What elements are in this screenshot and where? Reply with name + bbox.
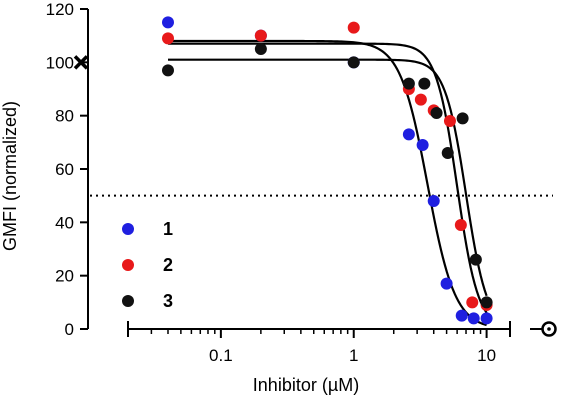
x-axis: 0.1 1 10 — [127, 321, 557, 365]
legend-label-3: 3 — [163, 291, 173, 311]
x-axis-title: Inhibitor (µM) — [253, 375, 359, 395]
legend-marker-3 — [122, 295, 134, 307]
data-point-series-1 — [161, 16, 174, 29]
y-tick-label: 60 — [55, 160, 74, 179]
fit-curve-series-3 — [168, 58, 488, 297]
data-point-series-3 — [430, 107, 443, 119]
data-point-series-3 — [441, 147, 454, 159]
data-points — [161, 16, 493, 325]
data-point-series-2 — [466, 296, 479, 309]
data-point-series-2 — [443, 115, 456, 127]
data-point-series-1 — [440, 277, 453, 290]
fit-curve-series-1 — [168, 39, 487, 327]
y-axis-cross-marker — [73, 55, 89, 70]
data-point-series-3 — [254, 43, 267, 55]
y-tick-label: 120 — [46, 0, 74, 19]
y-axis: 0 20 40 60 80 100 120 — [46, 0, 89, 339]
y-axis-title: GMFI (normalized) — [0, 101, 20, 251]
data-point-series-1 — [455, 309, 468, 322]
data-point-series-1 — [427, 195, 440, 207]
y-tick-label: 80 — [55, 107, 74, 126]
data-point-series-3 — [469, 253, 482, 266]
legend-label-1: 1 — [163, 219, 173, 239]
data-point-series-2 — [454, 219, 467, 231]
data-point-series-3 — [402, 77, 415, 90]
x-axis-end-circle-dot — [547, 327, 551, 331]
data-point-series-2 — [414, 93, 427, 106]
data-point-series-1 — [416, 139, 429, 151]
legend-marker-2 — [122, 259, 134, 271]
data-point-series-3 — [347, 56, 360, 69]
x-tick-label: 0.1 — [209, 346, 233, 365]
y-tick-label: 20 — [55, 267, 74, 286]
y-tick-label: 100 — [46, 53, 74, 72]
x-tick-label: 1 — [349, 346, 358, 365]
legend-label-2: 2 — [163, 255, 173, 275]
legend: 1 2 3 — [122, 219, 173, 311]
data-point-series-1 — [480, 312, 493, 325]
fit-curve-series-2 — [168, 42, 488, 314]
data-point-series-3 — [161, 64, 174, 77]
x-tick-label: 10 — [477, 346, 496, 365]
y-tick-label: 0 — [65, 320, 74, 339]
data-point-series-3 — [480, 296, 493, 309]
y-tick-label: 40 — [55, 213, 74, 232]
data-point-series-1 — [402, 128, 415, 141]
data-point-series-2 — [347, 21, 360, 34]
legend-marker-1 — [122, 223, 134, 235]
data-point-series-2 — [161, 32, 174, 45]
data-point-series-3 — [456, 112, 469, 125]
data-point-series-3 — [418, 77, 431, 90]
fit-curves — [168, 39, 488, 327]
data-point-series-1 — [467, 312, 480, 325]
data-point-series-2 — [254, 29, 267, 42]
